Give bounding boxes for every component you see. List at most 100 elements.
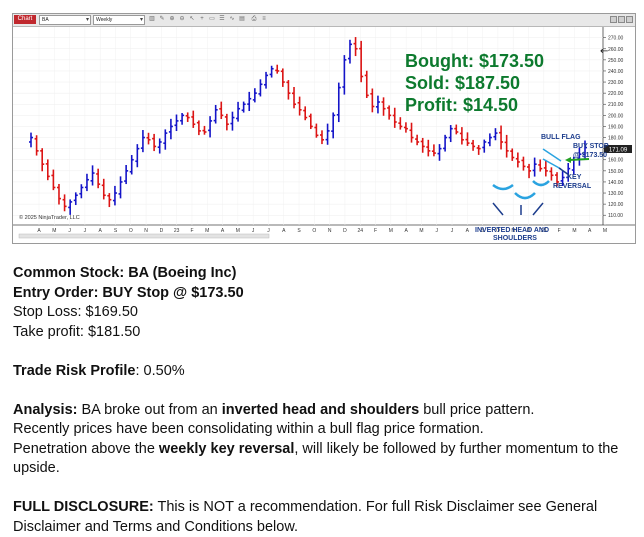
x-tick-label: A: [404, 228, 408, 234]
symbol-select[interactable]: BA: [39, 15, 91, 25]
x-tick-label: A: [99, 228, 103, 234]
ohlc-bar: [112, 185, 117, 206]
ohlc-bar: [140, 130, 145, 153]
chart-tab[interactable]: Chart: [14, 15, 36, 24]
cursor-icon[interactable]: ↖: [189, 16, 195, 22]
list-icon[interactable]: ≡: [262, 16, 266, 22]
strategy-icon[interactable]: ▤: [239, 16, 245, 22]
ihs-label: INVERTED HEAD AND: [475, 227, 549, 234]
y-tick-label: 230.00: [608, 80, 624, 86]
ohlc-bar: [275, 64, 280, 74]
interval-value: Weekly: [96, 17, 113, 23]
bull-flag-label: BULL FLAG: [541, 134, 581, 141]
ohlc-bar: [443, 134, 448, 152]
profit-annotation: Profit: $14.50: [405, 95, 518, 115]
ohlc-bar: [236, 101, 241, 122]
ohlc-bar: [174, 114, 179, 132]
ohlc-bar: [476, 145, 481, 155]
window-controls: [609, 16, 633, 24]
entry-order-line: Entry Order: BUY Stop @ $173.50: [13, 284, 244, 301]
price-chart[interactable]: 270.00 260.00 250.00 240.00 230.00 220.00 210.…: [13, 27, 635, 243]
ohlc-bar: [118, 176, 123, 199]
ohlc-bar: [152, 133, 157, 152]
back-arrow-icon[interactable]: ←: [600, 46, 608, 57]
x-tick-label: M: [389, 228, 393, 234]
ohlc-bar: [426, 139, 431, 157]
ohlc-bar: [297, 96, 302, 116]
ohlc-bar: [135, 144, 140, 168]
analysis-text-1: BA broke out from an: [77, 401, 222, 418]
ohlc-bar: [560, 171, 565, 186]
ohlc-bar: [101, 178, 106, 200]
y-tick-label: 150.00: [608, 169, 624, 175]
crosshair-icon[interactable]: +: [200, 16, 204, 22]
y-tick-label: 110.00: [608, 213, 623, 219]
maximize-button[interactable]: [618, 16, 625, 23]
zoom-in-icon[interactable]: ⊕: [169, 16, 175, 22]
x-tick-label: F: [374, 228, 377, 234]
ihs-arrow-left: [492, 202, 504, 216]
indicator-icon[interactable]: ∿: [229, 16, 235, 22]
properties-icon[interactable]: ☰: [219, 16, 225, 22]
y-tick-label: 210.00: [608, 102, 624, 108]
ohlc-bar: [219, 101, 224, 120]
ohlc-bar: [549, 167, 554, 181]
ohlc-bar: [510, 148, 515, 161]
ohlc-bar: [79, 184, 84, 199]
shoulders-label: SHOULDERS: [493, 235, 537, 242]
last-price-marker: [604, 145, 632, 153]
ohlc-bar: [146, 132, 151, 145]
ohlc-bar: [314, 123, 319, 138]
x-tick-label: 23: [174, 228, 180, 234]
interval-select[interactable]: Weekly: [93, 15, 145, 25]
x-tick-label: N: [328, 228, 332, 234]
ohlc-bar: [398, 117, 403, 130]
y-tick-label: 190.00: [608, 124, 624, 130]
ohlc-bar: [252, 88, 257, 103]
buy-stop-price-label: @ $173.50: [573, 152, 607, 159]
flag-upper-line: [542, 148, 562, 162]
y-tick-label: 180.00: [608, 136, 624, 142]
ohlc-bar: [403, 122, 408, 133]
bar-type-icon[interactable]: ▥: [149, 16, 155, 22]
stock-line: Common Stock: BA (Boeing Inc): [13, 265, 237, 281]
ohlc-bar: [129, 155, 134, 175]
y-tick-label: 160.00: [608, 158, 624, 164]
ohlc-bar: [107, 193, 112, 208]
chart-scrollbar[interactable]: [18, 233, 270, 239]
draw-icon[interactable]: ▭: [209, 16, 215, 22]
ohlc-bar: [34, 135, 39, 156]
ohlc-bar: [515, 152, 520, 168]
chart-window[interactable]: Chart BA Weekly ▥ ✎ ⊕ ⊖ ↖ + ▭ ☰ ∿ ▤ ⎙ ≡ …: [12, 13, 636, 244]
x-tick-label: D: [160, 228, 164, 234]
print-icon[interactable]: ⎙: [251, 16, 257, 22]
ohlc-bar: [409, 122, 414, 143]
ohlc-bar: [459, 127, 464, 145]
ohlc-bar: [280, 68, 285, 87]
ohlc-bar: [84, 173, 89, 192]
x-tick-label: J: [68, 228, 71, 234]
ohlc-bar: [583, 140, 587, 160]
ohlc-bar: [577, 147, 582, 166]
x-tick-label: O: [496, 228, 500, 234]
pencil-icon[interactable]: ✎: [159, 16, 165, 22]
x-tick-label: A: [221, 228, 225, 234]
y-tick-label: 200.00: [608, 113, 624, 119]
x-tick-label: J: [451, 228, 454, 234]
ohlc-bar: [420, 137, 425, 153]
minimize-button[interactable]: [610, 16, 617, 23]
ohlc-bar: [487, 133, 492, 147]
ohlc-bar: [353, 37, 358, 57]
ohlc-bar: [247, 91, 252, 112]
ohlc-bar: [196, 120, 201, 136]
ohlc-bar: [68, 199, 73, 215]
ohlc-bar: [370, 88, 375, 113]
zoom-out-icon[interactable]: ⊖: [179, 16, 185, 22]
ohlc-bar: [532, 157, 537, 177]
close-button[interactable]: [626, 16, 633, 23]
ohlc-bar: [527, 163, 532, 179]
ohlc-bar: [437, 144, 442, 161]
ihs-arrow-right: [532, 202, 544, 216]
ohlc-bar: [387, 105, 392, 120]
ohlc-bar: [504, 134, 509, 158]
